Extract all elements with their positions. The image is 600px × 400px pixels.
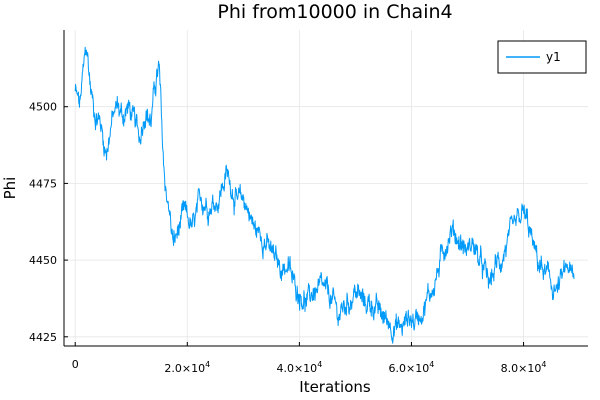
grid	[64, 30, 588, 346]
x-tick-label: 6.0×104	[389, 360, 435, 375]
x-axis-label: Iterations	[299, 378, 371, 396]
chart-title: Phi from10000 in Chain4	[217, 1, 452, 23]
x-tick-label: 4.0×104	[276, 360, 322, 375]
series-layer	[74, 46, 575, 344]
legend: y1	[497, 40, 587, 74]
series-line-y1	[74, 46, 575, 344]
y-tick-label: 4500	[29, 101, 57, 114]
x-tick-label: 0	[72, 358, 79, 371]
axes	[63, 30, 588, 347]
tick-labels: 0 2.0×104 4.0×104 6.0×104 8.0×104 4425 4450 447…	[29, 101, 546, 375]
x-tick-label: 8.0×104	[501, 360, 547, 375]
y-tick-label: 4475	[29, 177, 57, 190]
legend-label-y1: y1	[546, 50, 561, 64]
x-tick-label: 2.0×104	[164, 360, 210, 375]
y-tick-label: 4450	[29, 254, 57, 267]
y-tick-label: 4425	[29, 331, 57, 344]
y-axis-label: Phi	[1, 177, 19, 200]
